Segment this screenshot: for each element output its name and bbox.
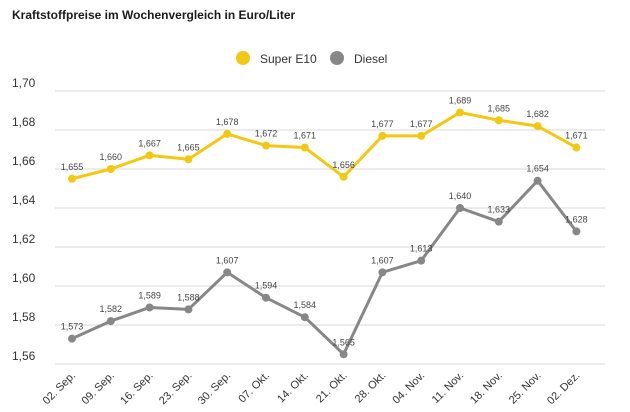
data-label: 1,671 <box>565 131 588 141</box>
data-point <box>533 176 542 185</box>
x-tick-label: 30. Sep. <box>196 370 233 407</box>
legend-marker <box>236 51 250 65</box>
x-tick-label: 18. Nov. <box>468 370 505 407</box>
data-point <box>68 174 76 183</box>
x-tick-label: 14. Okt. <box>275 370 311 406</box>
data-label: 1,589 <box>138 290 161 300</box>
data-point <box>106 317 115 326</box>
data-point <box>145 151 154 160</box>
x-tick-label: 07. Okt. <box>236 370 272 406</box>
legend-marker <box>330 51 344 65</box>
y-tick-label: 1,70 <box>12 76 36 90</box>
data-point <box>494 116 503 125</box>
data-label: 1,689 <box>449 95 472 105</box>
data-label: 1,582 <box>100 304 123 314</box>
data-label: 1,671 <box>294 131 317 141</box>
data-label: 1,677 <box>410 119 433 129</box>
y-axis: 1,56 1,58 1,60 1,62 1,64 1,66 1,68 1,70 <box>12 76 36 363</box>
series-layer: 1,655 1,660 1,667 1,665 1,678 1,672 1,671 1,656… <box>61 95 588 359</box>
data-point <box>184 305 193 314</box>
data-point <box>417 131 426 140</box>
data-point <box>456 204 464 212</box>
data-point <box>378 131 387 140</box>
data-label: 1,677 <box>371 119 394 129</box>
legend: Super E10 Diesel <box>236 51 387 66</box>
data-label: 1,665 <box>177 142 200 152</box>
data-point <box>262 141 270 150</box>
x-tick-label: 28. Okt. <box>353 370 389 406</box>
y-tick-label: 1,66 <box>12 154 36 168</box>
x-tick-label: 09. Sep. <box>79 370 116 407</box>
data-point <box>68 334 76 343</box>
legend-label: Super E10 <box>260 52 317 66</box>
data-point <box>184 155 193 164</box>
series-line <box>71 179 578 356</box>
data-point <box>223 129 232 138</box>
legend-label: Diesel <box>354 52 387 66</box>
data-label: 1,655 <box>61 162 84 172</box>
data-label: 1,607 <box>371 255 394 265</box>
data-point <box>417 256 426 265</box>
data-label: 1,678 <box>216 117 239 127</box>
data-point <box>262 293 270 302</box>
data-point <box>223 268 232 277</box>
x-tick-label: 02. Dez. <box>545 370 582 407</box>
x-tick-label: 04. Nov. <box>390 370 427 407</box>
data-label: 1,660 <box>100 152 123 162</box>
data-label: 1,667 <box>138 138 161 148</box>
data-point <box>533 122 542 131</box>
x-axis: 02. Sep. 09. Sep. 16. Sep. 23. Sep. 30. Sep.… <box>41 370 583 407</box>
data-label: 1,584 <box>294 300 317 310</box>
data-point <box>572 143 581 152</box>
x-tick-label: 11. Nov. <box>430 370 466 406</box>
y-tick-label: 1,62 <box>12 232 36 246</box>
x-tick-label: 25. Nov. <box>507 370 544 407</box>
x-tick-label: 16. Sep. <box>118 370 155 407</box>
data-point <box>300 143 309 152</box>
data-point <box>339 172 348 181</box>
data-label: 1,654 <box>526 164 549 174</box>
y-tick-label: 1,64 <box>12 193 36 207</box>
y-tick-label: 1,56 <box>12 349 36 363</box>
data-point <box>378 268 387 277</box>
y-tick-label: 1,60 <box>12 271 36 285</box>
data-point <box>106 165 115 173</box>
data-label: 1,685 <box>488 103 511 113</box>
y-tick-label: 1,68 <box>12 115 36 129</box>
data-label: 1,672 <box>255 129 278 139</box>
data-label: 1,588 <box>177 292 200 302</box>
data-label: 1,565 <box>332 337 355 347</box>
data-label: 1,607 <box>216 255 239 265</box>
data-point <box>145 303 154 312</box>
data-label: 1,633 <box>488 205 511 215</box>
data-point <box>572 227 581 236</box>
x-tick-label: 23. Sep. <box>157 370 194 407</box>
data-label: 1,656 <box>332 160 355 170</box>
x-tick-label: 02. Sep. <box>41 370 78 407</box>
data-label: 1,628 <box>565 214 588 224</box>
data-label: 1,594 <box>255 281 278 291</box>
data-label: 1,682 <box>526 109 549 119</box>
data-label: 1,573 <box>61 322 84 332</box>
series-line <box>71 110 578 181</box>
data-point <box>300 313 309 322</box>
data-label: 1,613 <box>410 244 433 254</box>
chart-title: Kraftstoffpreise im Wochenvergleich in E… <box>12 8 296 22</box>
data-point <box>339 350 348 359</box>
y-tick-label: 1,58 <box>12 310 36 324</box>
data-point <box>494 217 503 226</box>
data-point <box>456 108 464 117</box>
data-label: 1,640 <box>449 191 472 201</box>
grid <box>55 90 605 365</box>
x-tick-label: 21. Okt. <box>314 370 350 406</box>
